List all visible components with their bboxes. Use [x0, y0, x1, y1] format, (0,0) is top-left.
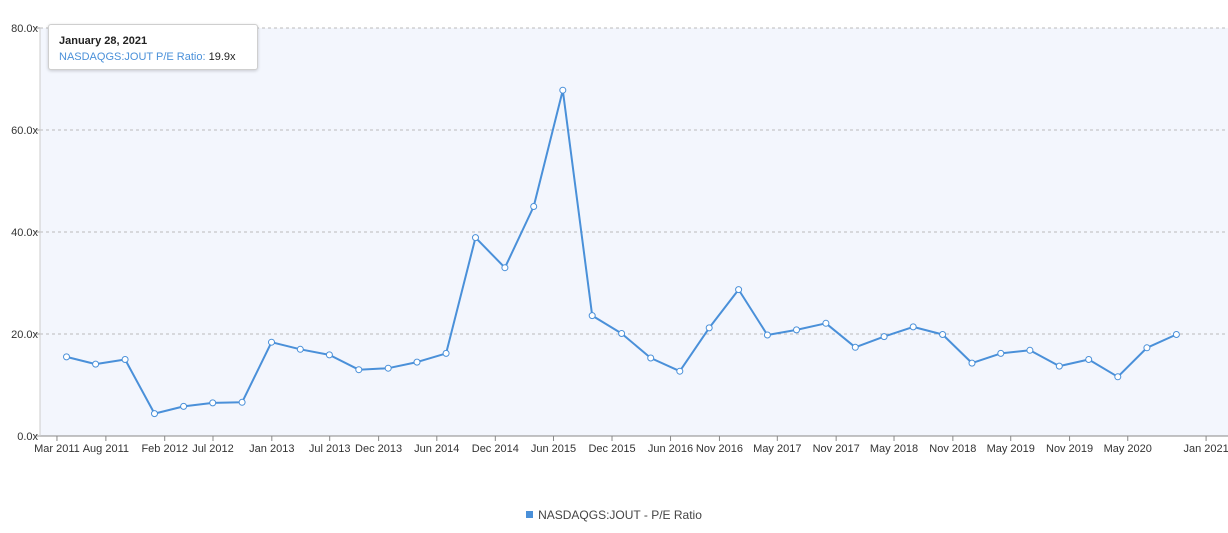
data-point: [268, 338, 275, 346]
data-point: [180, 402, 188, 410]
data-point: [735, 286, 743, 294]
x-tick-label: Jan 2013: [249, 443, 294, 455]
y-axis: 0.0x 20.0x 40.0x 60.0x 80.0x: [11, 23, 40, 443]
data-point: [1172, 331, 1180, 338]
data-point: [92, 360, 100, 368]
data-point: [647, 354, 655, 362]
tooltip: January 28, 2021 NASDAQGS:JOUT P/E Ratio…: [48, 24, 258, 70]
y-tick-label: 80.0x: [11, 23, 38, 35]
data-point: [209, 399, 217, 407]
y-tick-label: 60.0x: [11, 125, 38, 137]
data-point: [151, 410, 158, 418]
data-point: [121, 356, 129, 363]
x-tick-label: Nov 2016: [696, 443, 743, 455]
data-point: [384, 364, 392, 372]
x-tick-label: Feb 2012: [141, 443, 187, 455]
data-point: [1114, 373, 1122, 381]
data-point: [1085, 356, 1093, 363]
data-point: [793, 326, 800, 334]
y-tick-label: 20.0x: [11, 329, 38, 341]
data-point: [355, 366, 363, 374]
x-tick-label: Jun 2016: [648, 443, 693, 455]
data-point: [822, 319, 830, 327]
data-point: [880, 333, 888, 341]
y-tick-label: 0.0x: [17, 431, 38, 443]
tooltip-series-label: NASDAQGS:JOUT P/E Ratio: [59, 51, 203, 63]
x-tick-label: May 2020: [1104, 443, 1152, 455]
data-point: [997, 349, 1005, 357]
x-tick-label: Jul 2013: [309, 443, 351, 455]
x-axis: Mar 2011 Aug 2011 Feb 2012 Jul 2012 Jan 2013…: [34, 28, 1228, 455]
data-point: [909, 323, 917, 331]
data-point: [63, 353, 70, 361]
x-tick-label: Jul 2012: [192, 443, 234, 455]
legend-label: NASDAQGS:JOUT - P/E Ratio: [538, 508, 702, 522]
x-tick-label: May 2017: [753, 443, 801, 455]
x-tick-label: May 2019: [987, 443, 1035, 455]
tooltip-date: January 28, 2021: [59, 35, 148, 47]
data-point: [1055, 362, 1063, 370]
data-point: [763, 331, 771, 339]
x-tick-label: Dec 2014: [472, 443, 519, 455]
x-tick-label: Dec 2015: [588, 443, 635, 455]
data-point: [939, 331, 947, 338]
data-point: [705, 324, 713, 332]
tooltip-value: 19.9x: [208, 51, 236, 63]
x-tick-label: Jun 2014: [414, 443, 459, 455]
series-group: [63, 86, 1180, 418]
data-point: [472, 234, 479, 242]
data-point: [1026, 346, 1034, 354]
data-point: [296, 345, 304, 353]
data-point: [588, 312, 596, 320]
data-point: [530, 203, 538, 210]
x-tick-label: Jun 2015: [531, 443, 576, 455]
x-tick-label: Aug 2011: [83, 443, 129, 455]
tooltip-row: NASDAQGS:JOUT P/E Ratio: 19.9x: [59, 51, 236, 63]
data-point: [559, 86, 567, 94]
legend[interactable]: NASDAQGS:JOUT - P/E Ratio: [0, 508, 1228, 522]
legend-swatch-icon: [526, 511, 534, 518]
x-tick-label: Nov 2017: [813, 443, 860, 455]
data-point: [325, 351, 333, 359]
data-point: [968, 359, 976, 367]
data-point: [442, 349, 450, 357]
data-point: [413, 358, 421, 366]
data-point: [676, 367, 684, 375]
data-point: [238, 398, 246, 406]
x-tick-label: Nov 2018: [929, 443, 976, 455]
y-tick-label: 40.0x: [11, 227, 38, 239]
x-tick-label: Mar 2011: [34, 443, 80, 455]
data-point: [501, 264, 509, 272]
x-tick-label: Dec 2013: [355, 443, 402, 455]
x-tick-label: Nov 2019: [1046, 443, 1093, 455]
data-point: [851, 343, 859, 351]
x-tick-label: Jan 2021: [1183, 443, 1228, 455]
x-tick-label: May 2018: [870, 443, 918, 455]
data-point: [618, 330, 626, 337]
data-point: [1143, 344, 1151, 352]
